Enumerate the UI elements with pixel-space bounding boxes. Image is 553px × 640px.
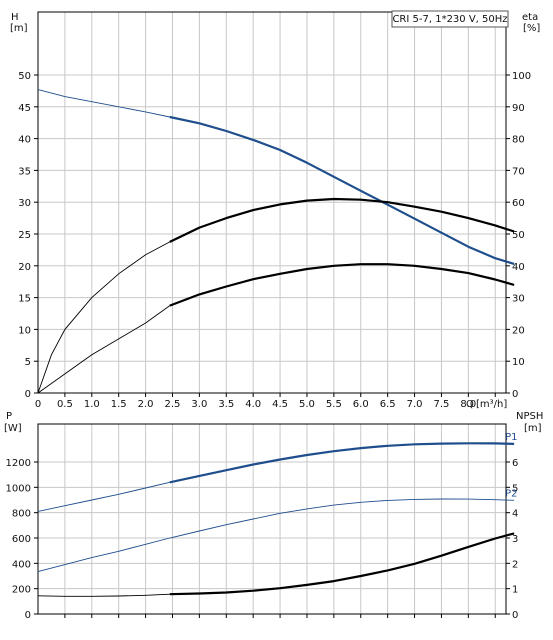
top-ytick-left-label: 45	[18, 103, 31, 114]
bottom-plot-frame	[37, 423, 507, 615]
top-series-0-duty-range	[169, 115, 515, 265]
bottom-series-2-duty-range	[169, 532, 515, 596]
x-tick-label: 1.0	[84, 399, 100, 410]
top-grid: 0 5 10 15 20 25 30 35 40 45 50 0 10 20 30 40 50 60 70 80 90 1…	[18, 11, 531, 410]
top-ytick-left-label: 30	[18, 198, 31, 209]
top-series-2-line	[37, 263, 515, 394]
x-tick-label: 4.5	[272, 399, 288, 410]
x-tick-label: 7.0	[407, 399, 423, 410]
bottom-ytick-left-label: 800	[12, 509, 31, 520]
top-ytick-left-label: 5	[25, 357, 31, 368]
bottom-ytick-left-label: 1200	[6, 458, 31, 469]
bottom-series-0-line	[37, 442, 515, 512]
bottom-series-layer: P1 P2	[37, 432, 517, 597]
bottom-ytick-right-label: 3	[512, 534, 518, 545]
x-tick-label: 3.5	[218, 399, 234, 410]
bottom-ytick-left-label: 600	[12, 534, 31, 545]
bottom-right-axis-unit: [m]	[524, 423, 542, 434]
top-ytick-right-label: 70	[512, 166, 525, 177]
x-tick-label: 6.0	[353, 399, 369, 410]
bottom-ytick-right-label: 5	[512, 483, 518, 494]
bottom-ytick-left-label: 0	[25, 610, 31, 621]
bottom-ytick-left-label: 1000	[6, 483, 31, 494]
bottom-ytick-right-label: 2	[512, 559, 518, 570]
top-ytick-left-label: 40	[18, 135, 31, 146]
top-right-axis-label: eta	[522, 12, 538, 23]
bottom-ytick-right-label: 6	[512, 458, 518, 469]
top-plot-frame	[37, 11, 507, 394]
x-tick-label: 0.5	[57, 399, 73, 410]
top-ytick-right-label: 10	[512, 357, 525, 368]
bottom-right-axis-label: NPSH	[516, 411, 543, 422]
bottom-ytick-left-label: 400	[12, 559, 31, 570]
top-ytick-left-label: 35	[18, 166, 31, 177]
title-box	[391, 10, 509, 28]
x-tick-label: 2.5	[165, 399, 181, 410]
x-tick-label: 5.0	[299, 399, 315, 410]
top-ytick-left-label: 0	[25, 389, 31, 400]
x-axis-label: Q	[466, 399, 474, 410]
top-ytick-right-label: 50	[512, 230, 525, 241]
bottom-series-label-p1: P1	[505, 432, 517, 443]
x-tick-label: 0	[35, 399, 41, 410]
top-ytick-left-label: 50	[18, 71, 31, 82]
x-tick-label: 1.5	[111, 399, 127, 410]
bottom-series-1-line	[37, 498, 515, 573]
top-series-2-duty-range	[169, 263, 515, 307]
top-series-1-duty-range	[169, 197, 515, 243]
top-left-axis-unit: [m]	[10, 23, 28, 34]
top-series-1-line	[37, 198, 515, 394]
bottom-ytick-right-label: 1	[512, 585, 518, 596]
top-series-layer	[37, 89, 515, 394]
top-ytick-right-label: 100	[512, 71, 531, 82]
top-ytick-right-label: 20	[512, 325, 525, 336]
x-tick-label: 8.0	[460, 399, 476, 410]
top-ytick-left-label: 25	[18, 230, 31, 241]
top-ytick-right-label: 30	[512, 294, 525, 305]
bottom-grid: 0 200 400 600 800 1000 1200 0 1 2 3 4 5 6	[6, 423, 518, 621]
top-left-axis-label: H	[11, 12, 19, 23]
bottom-series-2-line	[37, 532, 515, 597]
bottom-series-label-p2: P2	[505, 488, 517, 499]
chart-title: CRI 5-7, 1*230 V, 50Hz	[392, 14, 507, 25]
bottom-ytick-right-label: 4	[512, 509, 518, 520]
x-tick-label: 5.5	[326, 399, 342, 410]
x-tick-label: 3.0	[191, 399, 207, 410]
top-ytick-left-label: 10	[18, 325, 31, 336]
top-right-axis-unit: [%]	[523, 23, 540, 34]
bottom-left-axis-label: P	[6, 411, 12, 422]
x-tick-label: 6.5	[380, 399, 396, 410]
x-tick-label: 2.0	[138, 399, 154, 410]
top-series-0-line	[37, 89, 515, 265]
x-axis-unit: [m³/h]	[476, 399, 507, 410]
bottom-ytick-right-label: 0	[512, 610, 518, 621]
top-ytick-right-label: 40	[512, 262, 525, 273]
top-ytick-right-label: 80	[512, 135, 525, 146]
top-ytick-right-label: 90	[512, 103, 525, 114]
top-ytick-left-label: 20	[18, 262, 31, 273]
bottom-left-axis-unit: [W]	[4, 423, 22, 434]
x-tick-label: 7.5	[433, 399, 449, 410]
top-ytick-right-label: 60	[512, 198, 525, 209]
top-ytick-right-label: 0	[512, 389, 518, 400]
bottom-ytick-left-label: 200	[12, 585, 31, 596]
bottom-series-0-duty-range	[169, 442, 515, 484]
x-tick-label: 4.0	[245, 399, 261, 410]
top-ytick-left-label: 15	[18, 294, 31, 305]
